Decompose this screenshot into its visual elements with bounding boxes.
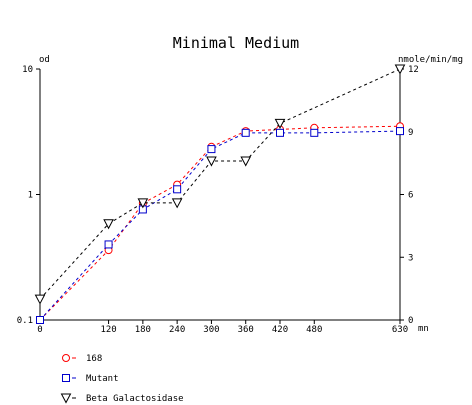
data-point — [171, 198, 183, 209]
axes — [39, 69, 401, 321]
y-right-tick-label: 3 — [408, 253, 413, 263]
ticks: 0 120 180 240 300 360 420 480 630 0.1 1 10 0 3 6 9 12 — [17, 65, 419, 335]
legend-marker — [60, 393, 72, 404]
x-tick-label: 180 — [135, 325, 151, 335]
y-left-tick-label: 10 — [22, 65, 33, 75]
legend-item: 168 — [62, 354, 102, 364]
x-tick-label: 630 — [392, 325, 408, 335]
x-tick-label: 120 — [100, 325, 116, 335]
data-point — [310, 128, 319, 137]
data-point — [36, 316, 44, 324]
series-line — [39, 125, 401, 321]
data-point — [137, 198, 149, 209]
data-point — [207, 145, 216, 154]
data-point — [276, 128, 284, 137]
legend-item: Beta Galactosidase — [60, 393, 184, 404]
legend: 168 Mutant Beta Galactosidase — [60, 354, 184, 404]
y-left-tick-label: 0.1 — [17, 316, 33, 326]
data-point — [206, 156, 217, 167]
y-left-tick-label: 1 — [28, 191, 33, 201]
legend-item: Mutant — [62, 374, 119, 384]
legend-label: 168 — [86, 354, 102, 364]
y-right-axis-label: nmole/min/mg — [398, 55, 463, 65]
data-point — [396, 127, 404, 136]
x-tick-label: 0 — [37, 325, 42, 335]
x-axis-unit-label: mn — [418, 324, 429, 334]
x-tick-label: 240 — [169, 325, 185, 335]
data-point — [34, 294, 46, 305]
data-point — [173, 185, 182, 194]
y-left-axis-label: od — [39, 55, 50, 65]
y-right-tick-label: 12 — [408, 65, 419, 75]
y-right-tick-label: 9 — [408, 128, 413, 138]
x-tick-label: 420 — [272, 325, 288, 335]
legend-label: Mutant — [86, 374, 119, 384]
x-tick-label: 300 — [203, 325, 219, 335]
data-point — [394, 64, 406, 75]
series-2 — [34, 64, 406, 305]
x-tick-label: 360 — [238, 325, 254, 335]
legend-label: Beta Galactosidase — [86, 394, 184, 404]
legend-marker — [62, 354, 70, 362]
series-1 — [36, 127, 404, 324]
chart-title: Minimal Medium — [173, 34, 299, 52]
y-right-tick-label: 0 — [408, 316, 413, 326]
data-point — [104, 240, 113, 249]
series-layer — [34, 64, 406, 324]
data-point — [240, 156, 252, 167]
data-point — [241, 128, 250, 137]
series-line — [39, 68, 401, 300]
data-point — [103, 219, 114, 230]
series-0 — [36, 122, 404, 324]
data-point — [274, 118, 286, 129]
x-tick-label: 480 — [306, 325, 322, 335]
legend-marker — [62, 374, 70, 382]
y-right-tick-label: 6 — [408, 191, 413, 201]
series-line — [39, 130, 401, 321]
